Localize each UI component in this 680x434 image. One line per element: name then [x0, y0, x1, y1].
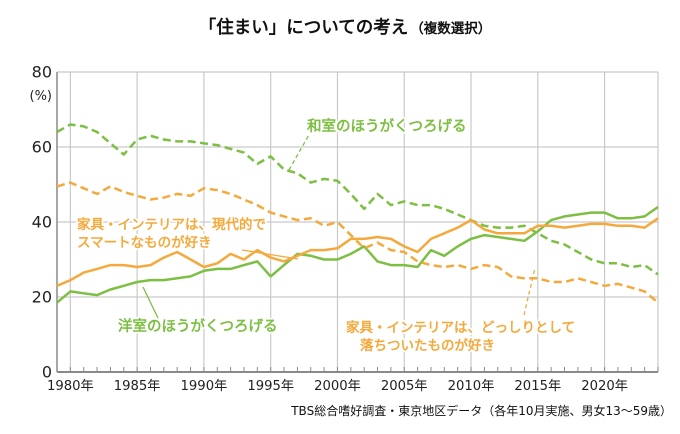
x-tick-label-2000: 2000年: [314, 378, 361, 394]
y-tick-label-40: 40: [32, 213, 52, 232]
series-label-yoshitsu: 洋室のほうがくつろげる: [118, 317, 278, 335]
series-label-modern-line2: スマートなものが好き: [77, 234, 212, 251]
y-tick-label-0: 0: [42, 363, 52, 382]
series-label-classic-line1: 家具・インテリアは、どっしりとして: [346, 319, 575, 336]
y-axis-unit-label: (%): [30, 89, 53, 104]
x-tick-label-2010: 2010年: [448, 378, 495, 394]
classic-label-pointer-line: [523, 267, 536, 316]
y-tick-label-20: 20: [32, 288, 52, 307]
y-tick-label-80: 80: [32, 63, 52, 82]
series-line-modern: [56, 217, 659, 287]
x-tick-label-1980: 1980年: [47, 378, 94, 394]
series-label-modern-line1: 家具・インテリアは、現代的で: [77, 216, 266, 233]
x-tick-label-1995: 1995年: [247, 378, 294, 394]
x-tick-label-1985: 1985年: [114, 378, 161, 394]
x-tick-label-1990: 1990年: [181, 378, 228, 394]
washitsu-label-pointer-line: [288, 132, 311, 171]
series-line-washitsu: [56, 123, 659, 276]
y-tick-label-60: 60: [32, 138, 52, 157]
series-label-washitsu: 和室のほうがくつろげる: [307, 117, 467, 135]
series-line-yoshitsu: [56, 205, 659, 304]
page-title: 「住まい」についての考え （複数選択）: [199, 17, 491, 38]
x-tick-label-2015: 2015年: [514, 378, 561, 394]
yoshitsu-label-pointer-line: [142, 286, 159, 319]
x-tick-label-2020: 2020年: [581, 378, 628, 394]
modern-label-pointer-line: [241, 249, 299, 260]
series-line-classic: [56, 181, 659, 304]
source-caption: TBS総合嗜好調査・東京地区データ（各年10月実施、男女13～59歳）: [290, 403, 672, 418]
x-tick-label-2005: 2005年: [381, 378, 428, 394]
series-label-classic-line2: 落ちついたものが好き: [360, 337, 495, 354]
